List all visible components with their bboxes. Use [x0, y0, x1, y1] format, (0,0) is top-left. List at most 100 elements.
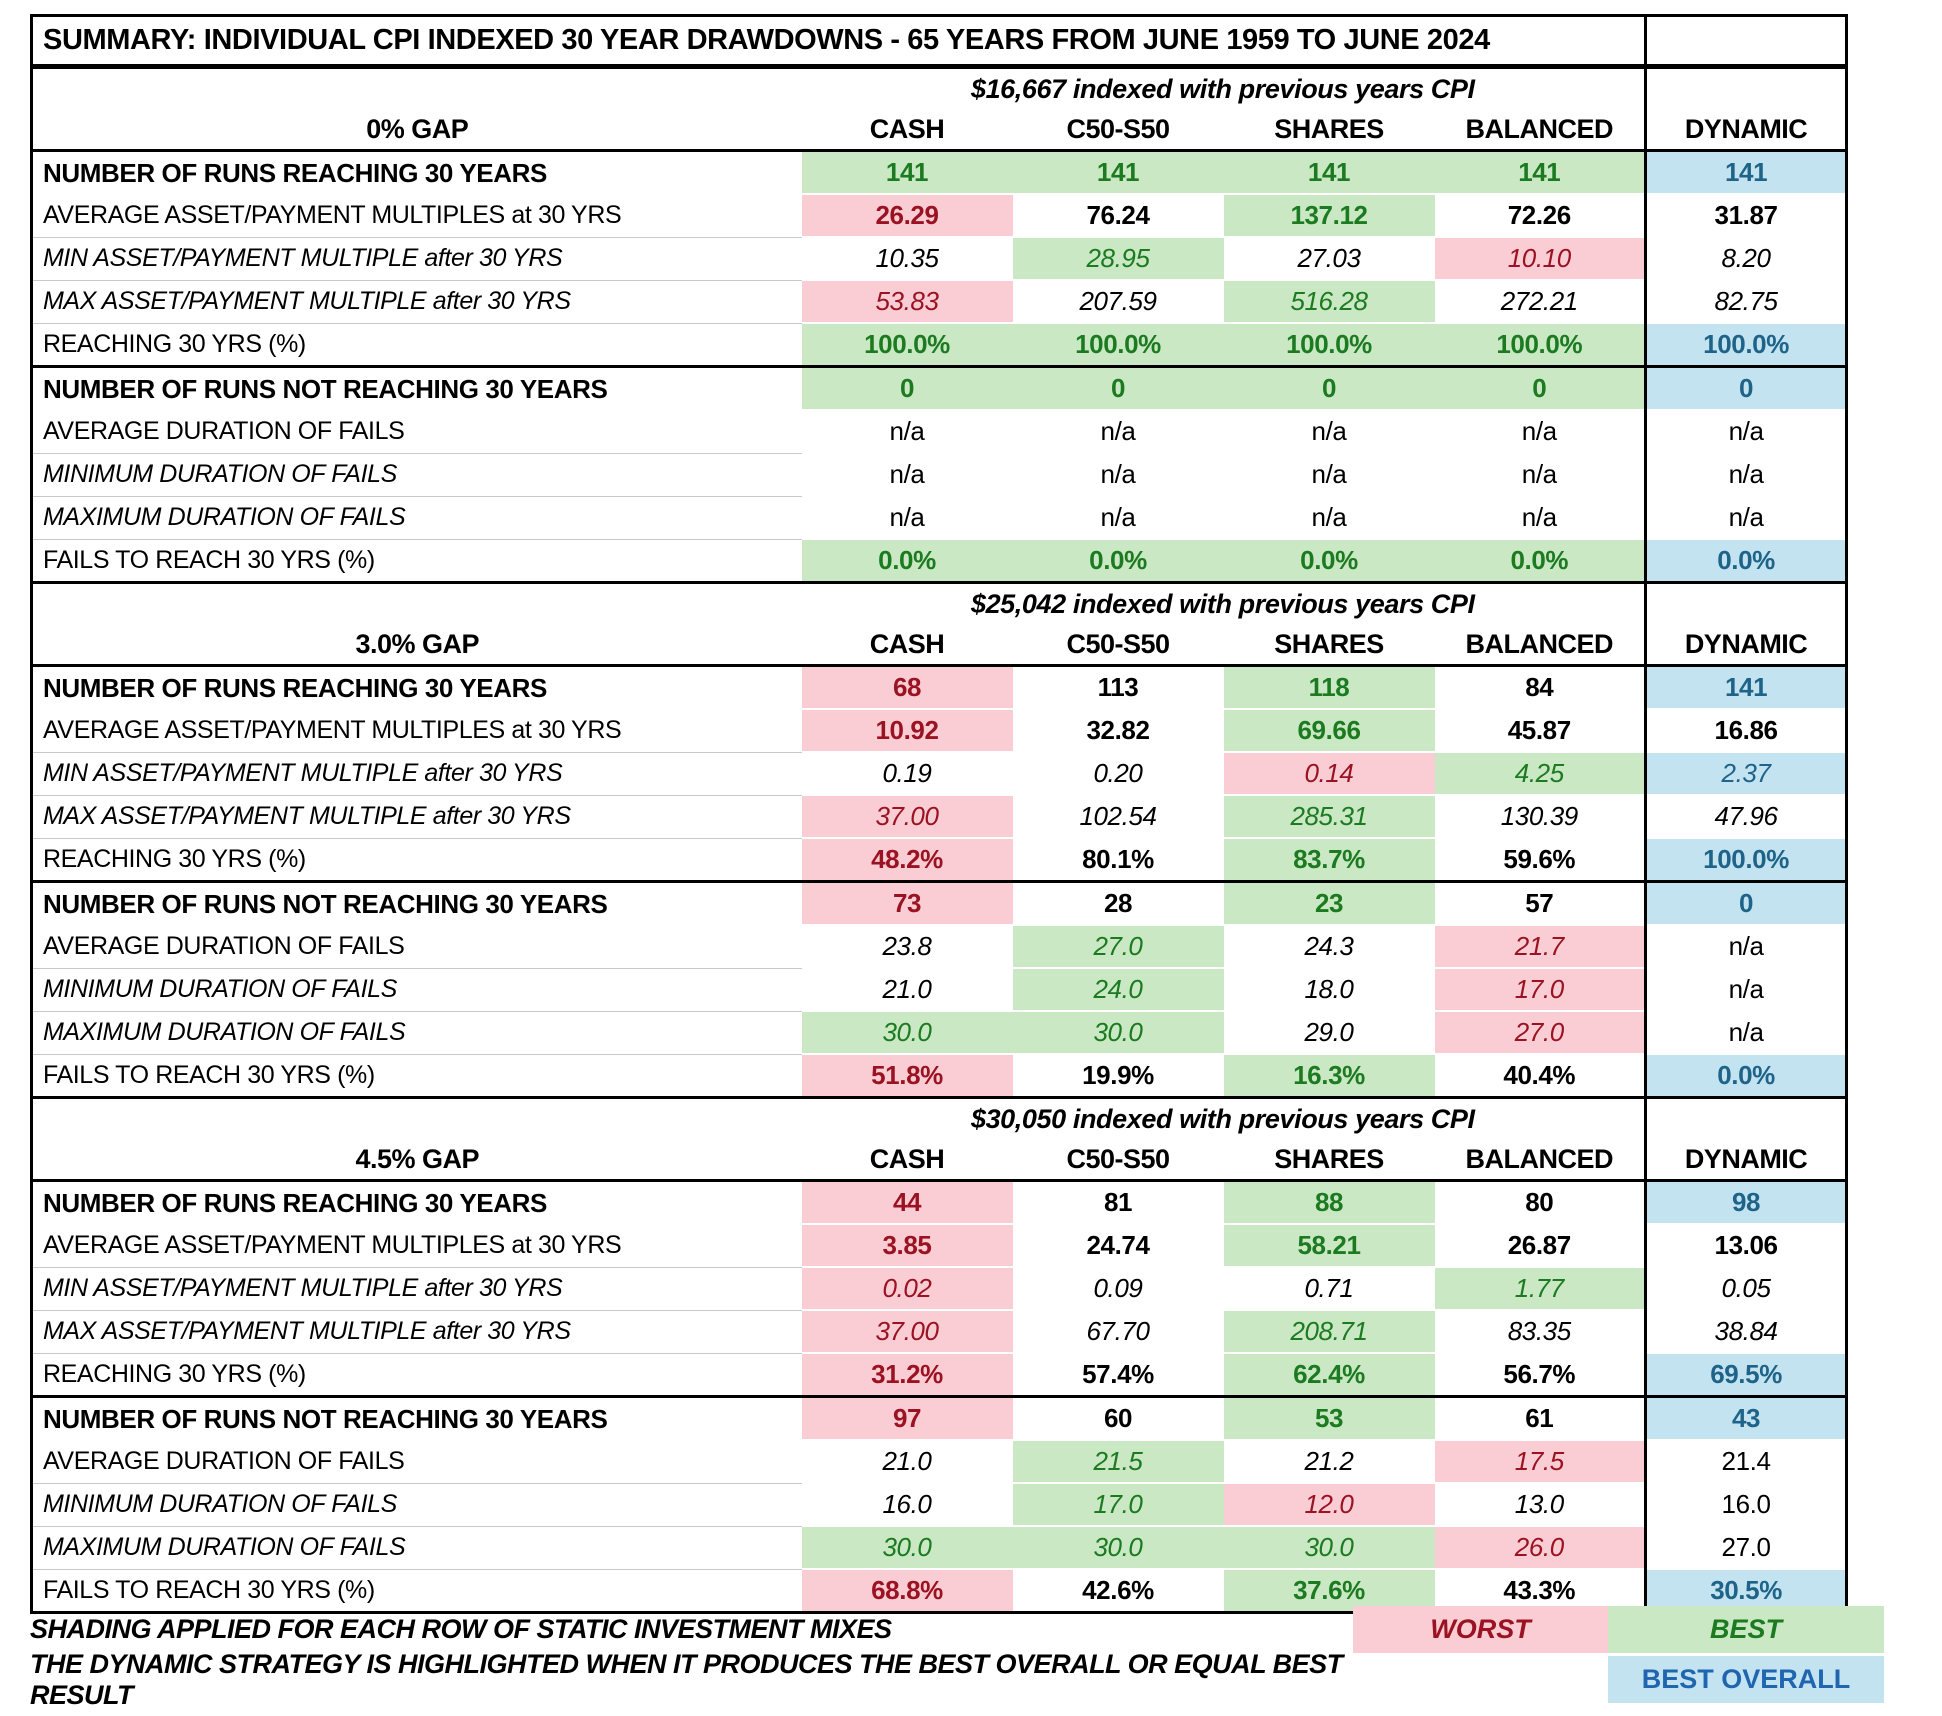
value-cell: 19.9% — [1012, 1053, 1224, 1098]
value-cell: 24.74 — [1012, 1223, 1224, 1267]
data-row: FAILS TO REACH 30 YRS (%) 68.8% 42.6% 37.6%… — [31, 1568, 1847, 1613]
value-cell: 0.19 — [801, 751, 1013, 795]
value-cell: 73 — [801, 880, 1013, 925]
value-cell: 23.8 — [801, 924, 1013, 968]
value-cell: n/a — [1223, 452, 1435, 496]
dynamic-value-cell: 0.0% — [1644, 1053, 1847, 1098]
value-cell: 37.00 — [801, 1309, 1013, 1353]
column-header-balanced: BALANCED — [1434, 109, 1646, 152]
data-row: NUMBER OF RUNS REACHING 30 YEARS 141 141 14… — [32, 149, 1847, 194]
data-row: MAXIMUM DURATION OF FAILS 30.0 30.0 29.0 27.… — [31, 1010, 1847, 1054]
value-cell: 83.35 — [1434, 1309, 1646, 1353]
value-cell: 16.3% — [1223, 1053, 1435, 1098]
value-cell: 0.20 — [1012, 751, 1224, 795]
value-cell: 13.0 — [1434, 1482, 1646, 1526]
column-header-dynamic: DYNAMIC — [1644, 1139, 1847, 1182]
dynamic-value-cell: 0.0% — [1644, 538, 1847, 583]
row-label: AVERAGE ASSET/PAYMENT MULTIPLES at 30 YR… — [43, 715, 622, 744]
data-row: NUMBER OF RUNS NOT REACHING 30 YEARS 0 0 0 0… — [31, 365, 1847, 410]
column-header-cash: CASH — [801, 109, 1013, 152]
row-label: REACHING 30 YRS (%) — [31, 1352, 802, 1397]
dynamic-value-cell: 27.0 — [1644, 1525, 1847, 1569]
value-cell: 56.7% — [1434, 1352, 1646, 1397]
value-cell: 0 — [1223, 365, 1435, 410]
column-header-row: 3.0% GAP CASH C50-S50 SHARES BALANCED DYNAMIC — [31, 624, 1847, 667]
dynamic-value-cell: 8.20 — [1644, 236, 1847, 280]
row-label: AVERAGE DURATION OF FAILS — [43, 1446, 405, 1475]
value-cell: 44 — [801, 1179, 1013, 1224]
legend-row-dynamic: THE DYNAMIC STRATEGY IS HIGHLIGHTED WHEN… — [30, 1649, 1885, 1710]
value-cell: 26.29 — [801, 193, 1013, 237]
value-cell: 69.66 — [1223, 708, 1435, 752]
row-label: FAILS TO REACH 30 YRS (%) — [31, 1568, 802, 1613]
column-header-c50-s50: C50-S50 — [1012, 1139, 1224, 1182]
value-cell: 76.24 — [1012, 193, 1224, 237]
section-subheader: $25,042 indexed with previous years CPI — [801, 581, 1646, 624]
value-cell: 0.0% — [1223, 538, 1435, 583]
dynamic-value-cell: 69.5% — [1644, 1352, 1847, 1397]
row-label: NUMBER OF RUNS REACHING 30 YEARS — [43, 1187, 547, 1218]
row-label: FAILS TO REACH 30 YRS (%) — [31, 1053, 802, 1098]
value-cell: 83.7% — [1223, 837, 1435, 882]
dynamic-value-cell: 16.0 — [1644, 1482, 1847, 1526]
row-label: MAX ASSET/PAYMENT MULTIPLE after 30 YRS — [31, 279, 802, 323]
legend: SHADING APPLIED FOR EACH ROW OF STATIC I… — [30, 1606, 1885, 1710]
value-cell: 17.5 — [1434, 1439, 1646, 1483]
column-header-shares: SHARES — [1223, 624, 1435, 667]
dynamic-value-cell: 16.86 — [1644, 708, 1847, 752]
data-row: FAILS TO REACH 30 YRS (%) 0.0% 0.0% 0.0% 0.0… — [31, 538, 1847, 583]
value-cell: 100.0% — [1223, 322, 1435, 367]
column-header-balanced: BALANCED — [1434, 624, 1646, 667]
value-cell: 21.5 — [1012, 1439, 1224, 1483]
value-cell: 37.6% — [1223, 1568, 1435, 1613]
subheader-left-spacer — [31, 65, 802, 109]
value-cell: 26.0 — [1434, 1525, 1646, 1569]
column-header-balanced: BALANCED — [1434, 1139, 1646, 1182]
value-cell: 0.14 — [1223, 751, 1435, 795]
value-cell: 30.0 — [801, 1525, 1013, 1569]
dynamic-value-cell: n/a — [1644, 1010, 1847, 1054]
value-cell: 31.2% — [801, 1352, 1013, 1397]
row-label: MINIMUM DURATION OF FAILS — [31, 1482, 802, 1526]
value-cell: 272.21 — [1434, 279, 1646, 323]
value-cell: 207.59 — [1012, 279, 1224, 323]
data-row: REACHING 30 YRS (%) 48.2% 80.1% 83.7% 59.6% 1… — [31, 837, 1847, 882]
column-header-cash: CASH — [801, 624, 1013, 667]
row-label: NUMBER OF RUNS NOT REACHING 30 YEARS — [31, 365, 802, 410]
dynamic-value-cell: 100.0% — [1644, 322, 1847, 367]
legend-spacer — [1353, 1656, 1608, 1703]
data-row: AVERAGE ASSET/PAYMENT MULTIPLES at 30 YR… — [32, 193, 1847, 237]
dynamic-value-cell: 98 — [1644, 1179, 1847, 1224]
value-cell: n/a — [1223, 409, 1435, 453]
data-row: NUMBER OF RUNS NOT REACHING 30 YEARS 73 28… — [31, 880, 1847, 925]
dynamic-value-cell: 31.87 — [1644, 193, 1847, 237]
row-label: AVERAGE DURATION OF FAILS — [43, 416, 405, 445]
row-label: MIN ASSET/PAYMENT MULTIPLE after 30 YRS — [31, 236, 802, 280]
value-cell: 30.0 — [1012, 1010, 1224, 1054]
row-label: MIN ASSET/PAYMENT MULTIPLE after 30 YRS — [31, 1266, 802, 1310]
value-cell: 68.8% — [801, 1568, 1013, 1613]
value-cell: 0 — [1434, 365, 1646, 410]
title-dynamic-spacer — [1644, 15, 1847, 69]
data-row: MAX ASSET/PAYMENT MULTIPLE after 30 YRS 5… — [31, 279, 1847, 323]
value-cell: 113 — [1012, 664, 1224, 709]
value-cell: n/a — [1434, 495, 1646, 539]
dynamic-value-cell: n/a — [1644, 967, 1847, 1011]
value-cell: 28.95 — [1012, 236, 1224, 280]
title-row: SUMMARY: INDIVIDUAL CPI INDEXED 30 YEAR … — [31, 15, 1847, 69]
value-cell: 80.1% — [1012, 837, 1224, 882]
value-cell: 53.83 — [801, 279, 1013, 323]
dynamic-value-cell: 141 — [1644, 664, 1847, 709]
data-row: AVERAGE DURATION OF FAILS n/a n/a n/a n/a n/a — [32, 409, 1847, 453]
data-row: NUMBER OF RUNS NOT REACHING 30 YEARS 97 60… — [31, 1395, 1847, 1440]
legend-best-swatch: BEST — [1608, 1606, 1884, 1653]
row-label: MINIMUM DURATION OF FAILS — [31, 452, 802, 496]
row-label: MIN ASSET/PAYMENT MULTIPLE after 30 YRS — [31, 751, 802, 795]
value-cell: 137.12 — [1223, 193, 1435, 237]
value-cell: 29.0 — [1223, 1010, 1435, 1054]
value-cell: 48.2% — [801, 837, 1013, 882]
subheader-dynamic-spacer — [1644, 1096, 1847, 1139]
value-cell: 24.0 — [1012, 967, 1224, 1011]
data-row: AVERAGE ASSET/PAYMENT MULTIPLES at 30 YR… — [32, 1223, 1847, 1267]
dynamic-value-cell: 43 — [1644, 1395, 1847, 1440]
